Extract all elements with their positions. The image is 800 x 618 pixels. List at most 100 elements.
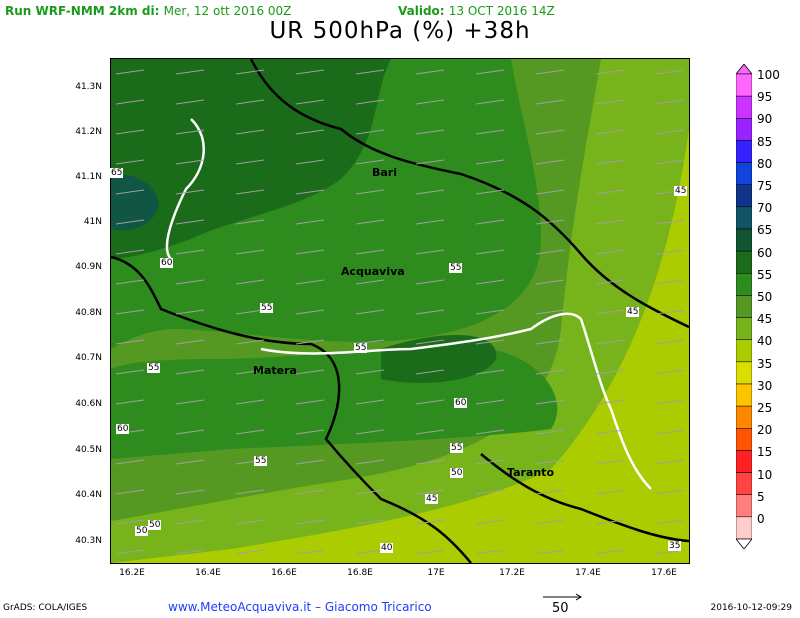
colorbar-label: 40 bbox=[757, 334, 773, 349]
colorbar-label: 20 bbox=[757, 423, 773, 438]
colorbar-swatch bbox=[736, 516, 752, 540]
colorbar-swatch bbox=[736, 228, 752, 252]
province-border-north bbox=[165, 118, 205, 260]
colorbar-swatch bbox=[736, 140, 752, 163]
contour-label: 55 bbox=[354, 343, 368, 353]
city-label-acquaviva: Acquaviva bbox=[341, 265, 405, 278]
colorbar-label: 70 bbox=[757, 201, 773, 216]
colorbar-label: 50 bbox=[757, 290, 773, 304]
x-tick: 16.6E bbox=[271, 568, 297, 578]
adriatic-coastline bbox=[249, 59, 689, 329]
colorbar-swatch bbox=[736, 361, 752, 385]
y-tick: 40.5N bbox=[75, 445, 102, 455]
colorbar-swatch bbox=[736, 295, 752, 318]
colorbar-swatch bbox=[736, 405, 752, 429]
colorbar-swatch bbox=[736, 206, 752, 230]
band-65-70 bbox=[111, 174, 159, 231]
x-tick: 17.4E bbox=[575, 568, 601, 578]
colorbar-label: 35 bbox=[757, 356, 773, 371]
colorbar-swatch bbox=[736, 250, 752, 274]
colorbar-label: 10 bbox=[757, 467, 773, 482]
contour-label: 55 bbox=[449, 263, 463, 273]
contour-label: 45 bbox=[626, 307, 640, 317]
y-tick: 40.8N bbox=[75, 308, 102, 318]
run-date: Mer, 12 ott 2016 00Z bbox=[163, 4, 292, 18]
x-tick: 16.2E bbox=[119, 568, 145, 578]
colorbar-swatch bbox=[736, 494, 752, 518]
contour-label: 60 bbox=[454, 398, 468, 408]
province-border-east bbox=[579, 318, 652, 490]
colorbar-label: 0 bbox=[757, 512, 765, 526]
band-60-65-center bbox=[381, 335, 497, 383]
colorbar-swatch bbox=[736, 95, 752, 119]
colorbar-label: 45 bbox=[757, 312, 773, 327]
colorbar-swatch bbox=[736, 428, 752, 451]
y-tick: 40.7N bbox=[75, 353, 102, 363]
colorbar-top-arrow bbox=[736, 64, 752, 75]
colorbar-label: 100 bbox=[757, 68, 780, 82]
run-info: Run WRF-NMM 2km di: Mer, 12 ott 2016 00Z bbox=[5, 4, 291, 18]
colorbar-label: 60 bbox=[757, 245, 773, 260]
colorbar-label: 30 bbox=[757, 378, 773, 393]
colorbar-label: 85 bbox=[757, 134, 773, 149]
colorbar-swatches bbox=[736, 73, 752, 540]
colorbar-label: 15 bbox=[757, 445, 773, 460]
band-60-65 bbox=[111, 59, 391, 259]
contour-label: 45 bbox=[674, 186, 688, 196]
valid-info: Valido: 13 OCT 2016 14Z bbox=[398, 4, 555, 18]
y-tick: 40.6N bbox=[75, 399, 102, 409]
region-border bbox=[111, 255, 472, 563]
contour-label: 55 bbox=[254, 456, 268, 466]
site-credit[interactable]: www.MeteoAcquaviva.it – Giacomo Tricaric… bbox=[168, 600, 432, 614]
colorbar-bottom-arrow bbox=[736, 538, 752, 549]
x-tick: 17E bbox=[427, 568, 445, 578]
x-tick: 16.8E bbox=[347, 568, 373, 578]
contour-label: 50 bbox=[148, 520, 162, 530]
city-label-bari: Bari bbox=[372, 166, 398, 179]
contour-label: 55 bbox=[147, 363, 161, 373]
wind-vectors bbox=[115, 69, 685, 555]
y-tick: 41.1N bbox=[75, 172, 102, 182]
contour-label: 35 bbox=[668, 541, 682, 551]
vector-reference-arrow bbox=[543, 593, 582, 601]
x-tick: 16.4E bbox=[195, 568, 221, 578]
grads-credit: GrADS: COLA/IGES bbox=[3, 603, 88, 613]
y-tick: 40.3N bbox=[75, 536, 102, 546]
colorbar-swatch bbox=[736, 317, 752, 340]
y-tick: 40.4N bbox=[75, 490, 102, 500]
x-tick: 17.6E bbox=[651, 568, 677, 578]
colorbar-label: 25 bbox=[757, 401, 773, 415]
contour-label: 40 bbox=[380, 543, 394, 553]
colorbar-label: 80 bbox=[757, 156, 773, 171]
contour-label: 55 bbox=[260, 303, 274, 313]
y-tick: 41.3N bbox=[75, 82, 102, 92]
colorbar-swatch bbox=[736, 450, 752, 473]
colorbar-label: 55 bbox=[757, 267, 773, 282]
contour-label: 65 bbox=[110, 168, 124, 178]
city-label-matera: Matera bbox=[253, 364, 297, 377]
colorbar-swatch bbox=[736, 383, 752, 407]
city-label-taranto: Taranto bbox=[507, 466, 555, 479]
colorbar-swatch bbox=[736, 339, 752, 363]
y-tick: 41.2N bbox=[75, 127, 102, 137]
y-tick: 41N bbox=[83, 217, 102, 227]
colorbar-swatch bbox=[736, 162, 752, 185]
valid-label: Valido: bbox=[398, 4, 445, 18]
colorbar-label: 95 bbox=[757, 90, 773, 105]
run-label: Run WRF-NMM 2km di: bbox=[5, 4, 160, 18]
colorbar-label: 65 bbox=[757, 223, 773, 238]
contour-label: 55 bbox=[450, 443, 464, 453]
colorbar-swatch bbox=[736, 118, 752, 141]
contour-label: 50 bbox=[135, 526, 149, 536]
colorbar-swatch bbox=[736, 472, 752, 495]
contour-label: 60 bbox=[116, 424, 130, 434]
map-title: UR 500hPa (%) +38h bbox=[269, 18, 531, 44]
vector-reference-label: 50 bbox=[552, 601, 569, 616]
valid-date: 13 OCT 2016 14Z bbox=[448, 4, 555, 18]
colorbar bbox=[736, 64, 752, 549]
colorbar-label: 90 bbox=[757, 112, 773, 127]
colorbar-swatch bbox=[736, 273, 752, 296]
timestamp: 2016-10-12-09:29 bbox=[710, 603, 793, 613]
y-tick: 40.9N bbox=[75, 262, 102, 272]
contour-label: 50 bbox=[450, 468, 464, 478]
